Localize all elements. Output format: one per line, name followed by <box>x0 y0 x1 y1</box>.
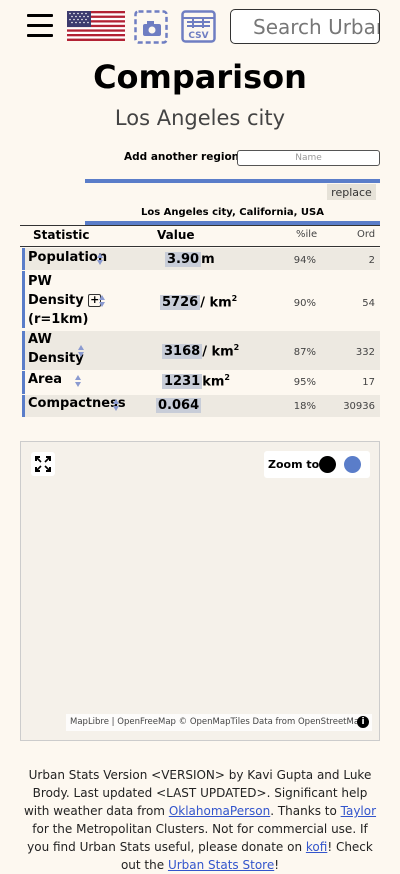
search-input[interactable] <box>230 9 380 44</box>
taylor-link[interactable]: Taylor <box>340 804 377 818</box>
row-marker <box>22 395 25 417</box>
menu-icon[interactable] <box>27 14 53 38</box>
stat-name-pw-density[interactable]: PW Density + (r=1km) <box>28 274 102 327</box>
us-flag-icon[interactable] <box>67 11 125 41</box>
header-statistic[interactable]: Statistic <box>33 228 90 242</box>
stat-name-aw-density[interactable]: AW Density <box>28 332 84 366</box>
percentile-pw-density: 90% <box>293 298 316 309</box>
row-marker <box>22 248 25 270</box>
sort-icon[interactable] <box>96 252 104 266</box>
stat-name-population[interactable]: Population <box>28 250 108 265</box>
region-color-bar <box>85 179 380 183</box>
add-region-label: Add another region: <box>124 151 244 163</box>
region-full-name[interactable]: Los Angeles city, California, USA <box>140 207 324 218</box>
value-population: 3.90 m <box>165 252 215 267</box>
row-marker <box>22 271 25 328</box>
zoom-label: Zoom to: <box>268 458 324 471</box>
ordinal-aw-density[interactable]: 332 <box>355 347 375 358</box>
table-row <box>22 248 380 270</box>
map-attribution: MapLibre | OpenFreeMap © OpenMapTiles Da… <box>66 714 372 731</box>
value-compactness: 0.064 <box>156 398 202 413</box>
fullscreen-icon[interactable] <box>31 452 55 476</box>
stat-name-area[interactable]: Area <box>28 372 63 387</box>
maplibre-link[interactable]: MapLibre <box>70 717 109 727</box>
value-area: 1231 km2 <box>162 373 230 390</box>
ordinal-population[interactable]: 2 <box>368 255 375 266</box>
oklahomaperson-link[interactable]: OklahomaPerson <box>168 804 271 818</box>
zoom-all-button[interactable] <box>319 456 336 473</box>
camera-icon[interactable] <box>134 10 168 44</box>
add-region-input[interactable] <box>237 150 380 166</box>
sort-icon[interactable] <box>98 294 106 308</box>
footer: Urban Stats Version <VERSION> by Kavi Gu… <box>23 768 377 872</box>
percentile-compactness: 18% <box>293 401 316 412</box>
osm-link[interactable]: OpenStreetMap <box>297 717 365 727</box>
percentile-aw-density: 87% <box>293 347 316 358</box>
header-ordinal[interactable]: Ord <box>357 229 376 240</box>
percentile-area: 95% <box>293 377 316 388</box>
stat-name-compactness[interactable]: Compactness <box>28 396 126 411</box>
page-title: Comparison <box>93 58 307 96</box>
header-value[interactable]: Value <box>157 228 195 242</box>
openfreemap-link[interactable]: OpenFreeMap <box>117 717 176 727</box>
table-header-row <box>20 225 380 247</box>
kofi-link[interactable]: kofi <box>305 840 328 854</box>
ordinal-compactness[interactable]: 30936 <box>343 401 375 412</box>
header-percentile[interactable]: %ile <box>296 229 318 240</box>
row-marker <box>22 331 25 370</box>
csv-icon[interactable]: CSV <box>181 10 216 43</box>
sort-icon[interactable] <box>112 398 120 412</box>
svg-text:CSV: CSV <box>188 31 208 41</box>
info-icon[interactable]: i <box>357 716 369 728</box>
region-color-bar-bottom <box>85 221 380 225</box>
value-pw-density: 5726/ km2 <box>160 294 238 311</box>
page-subtitle: Los Angeles city <box>114 106 286 130</box>
openmaptiles-link[interactable]: © OpenMapTiles <box>178 717 250 727</box>
store-link[interactable]: Urban Stats Store <box>167 858 275 872</box>
row-marker <box>22 371 25 394</box>
ordinal-area[interactable]: 17 <box>362 377 375 388</box>
table-row <box>22 395 380 417</box>
value-aw-density: 3168/ km2 <box>162 343 240 360</box>
zoom-region-button[interactable] <box>344 456 361 473</box>
replace-button[interactable]: replace <box>327 184 376 200</box>
sort-icon[interactable] <box>74 374 82 388</box>
ordinal-pw-density[interactable]: 54 <box>362 298 375 309</box>
percentile-population: 94% <box>293 255 316 266</box>
map[interactable] <box>20 441 380 741</box>
sort-icon[interactable] <box>77 344 85 358</box>
expand-icon[interactable]: + <box>88 293 102 307</box>
